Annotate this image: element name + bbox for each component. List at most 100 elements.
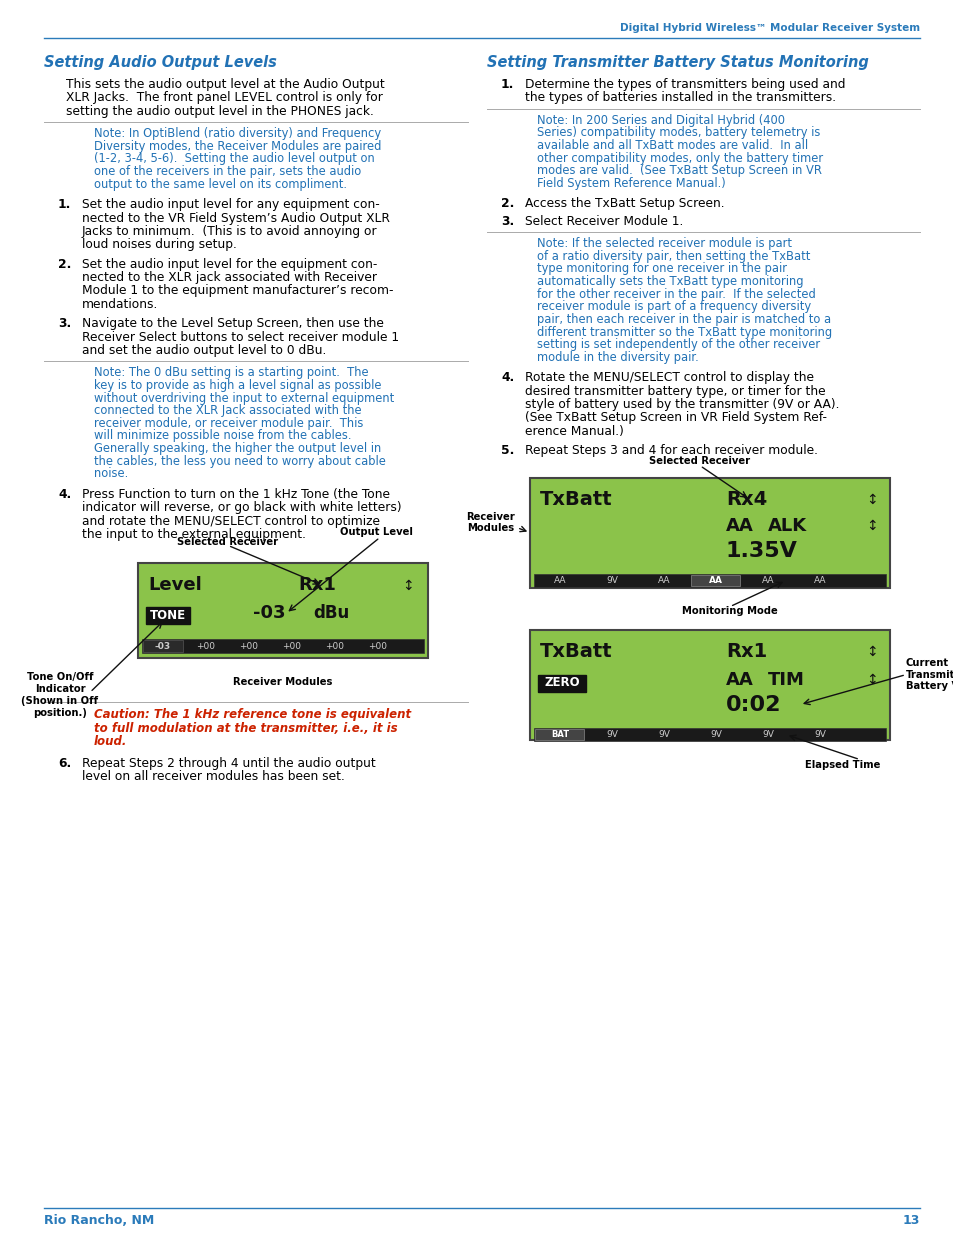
Text: This sets the audio output level at the Audio Output: This sets the audio output level at the … [66, 78, 384, 91]
Text: Level: Level [148, 577, 201, 594]
Text: Repeat Steps 3 and 4 for each receiver module.: Repeat Steps 3 and 4 for each receiver m… [524, 445, 817, 457]
Text: will minimize possible noise from the cables.: will minimize possible noise from the ca… [94, 430, 351, 442]
Text: loud noises during setup.: loud noises during setup. [82, 238, 236, 252]
Text: AA: AA [553, 576, 566, 585]
Text: different transmitter so the TxBatt type monitoring: different transmitter so the TxBatt type… [537, 326, 831, 338]
Text: 9V: 9V [709, 730, 721, 739]
Text: automatically sets the TxBatt type monitoring: automatically sets the TxBatt type monit… [537, 275, 802, 288]
Bar [530, 478, 889, 588]
Text: Module 1 to the equipment manufacturer’s recom-: Module 1 to the equipment manufacturer’s… [82, 284, 393, 298]
Text: the types of batteries installed in the transmitters.: the types of batteries installed in the … [524, 91, 835, 105]
Text: module in the diversity pair.: module in the diversity pair. [537, 351, 698, 364]
Text: ↕: ↕ [402, 578, 414, 593]
Text: the cables, the less you need to worry about cable: the cables, the less you need to worry a… [94, 454, 385, 468]
Text: position.): position.) [33, 709, 87, 719]
Text: 6.: 6. [58, 757, 71, 769]
Text: TxBatt: TxBatt [539, 642, 612, 661]
Text: nected to the VR Field System’s Audio Output XLR: nected to the VR Field System’s Audio Ou… [82, 211, 390, 225]
Text: ↕: ↕ [865, 519, 877, 532]
Text: (1-2, 3-4, 5-6).  Setting the audio level output on: (1-2, 3-4, 5-6). Setting the audio level… [94, 152, 375, 165]
Text: available and all TxBatt modes are valid.  In all: available and all TxBatt modes are valid… [537, 140, 807, 152]
Text: the input to the external equipment.: the input to the external equipment. [82, 529, 306, 541]
Text: 1.: 1. [500, 78, 514, 91]
Text: level on all receiver modules has been set.: level on all receiver modules has been s… [82, 771, 345, 783]
Text: 2.: 2. [500, 198, 514, 210]
Text: connected to the XLR Jack associated with the: connected to the XLR Jack associated wit… [94, 404, 361, 417]
Text: Rx1: Rx1 [725, 642, 766, 661]
Text: Setting Audio Output Levels: Setting Audio Output Levels [44, 54, 276, 69]
Text: Set the audio input level for any equipment con-: Set the audio input level for any equipm… [82, 198, 379, 211]
Text: receiver module is part of a frequency diversity: receiver module is part of a frequency d… [537, 300, 810, 314]
Text: BAT: BAT [551, 730, 569, 739]
Text: (See TxBatt Setup Screen in VR Field System Ref-: (See TxBatt Setup Screen in VR Field Sys… [524, 411, 826, 425]
Text: dBu: dBu [313, 604, 349, 622]
Text: Note: The 0 dBu setting is a starting point.  The: Note: The 0 dBu setting is a starting po… [94, 367, 368, 379]
Bar [534, 573, 885, 587]
Text: Press Function to turn on the 1 kHz Tone (the Tone: Press Function to turn on the 1 kHz Tone… [82, 488, 390, 501]
Text: ↕: ↕ [865, 673, 877, 687]
Bar [146, 608, 190, 625]
Text: indicator will reverse, or go black with white letters): indicator will reverse, or go black with… [82, 501, 401, 514]
Text: Field System Reference Manual.): Field System Reference Manual.) [537, 177, 725, 190]
Text: AA: AA [708, 576, 722, 585]
Text: for the other receiver in the pair.  If the selected: for the other receiver in the pair. If t… [537, 288, 815, 300]
Text: 2.: 2. [58, 258, 71, 270]
Text: ZERO: ZERO [543, 676, 579, 689]
Text: and set the audio output level to 0 dBu.: and set the audio output level to 0 dBu. [82, 345, 326, 357]
Bar [143, 641, 183, 652]
Text: type monitoring for one receiver in the pair: type monitoring for one receiver in the … [537, 262, 786, 275]
Text: and rotate the MENU/SELECT control to optimize: and rotate the MENU/SELECT control to op… [82, 515, 379, 527]
Text: Rx4: Rx4 [725, 490, 766, 509]
Text: 4.: 4. [500, 372, 514, 384]
Text: Navigate to the Level Setup Screen, then use the: Navigate to the Level Setup Screen, then… [82, 317, 383, 330]
Text: receiver module, or receiver module pair.  This: receiver module, or receiver module pair… [94, 416, 363, 430]
Text: Access the TxBatt Setup Screen.: Access the TxBatt Setup Screen. [524, 198, 724, 210]
Text: Rio Rancho, NM: Rio Rancho, NM [44, 1214, 154, 1226]
Text: TIM: TIM [767, 671, 804, 689]
Text: Receiver
Modules: Receiver Modules [466, 511, 515, 534]
Text: Set the audio input level for the equipment con-: Set the audio input level for the equipm… [82, 258, 377, 270]
Text: setting is set independently of the other receiver: setting is set independently of the othe… [537, 338, 820, 351]
Bar [690, 574, 740, 585]
Text: +00: +00 [239, 642, 258, 651]
Text: Tone On/Off: Tone On/Off [27, 672, 93, 683]
Text: AA: AA [725, 516, 753, 535]
Bar [534, 727, 885, 741]
Text: 13: 13 [902, 1214, 919, 1226]
Text: ALK: ALK [767, 516, 806, 535]
Text: Note: If the selected receiver module is part: Note: If the selected receiver module is… [537, 237, 791, 251]
Text: noise.: noise. [94, 467, 128, 480]
Text: Rx1: Rx1 [297, 577, 335, 594]
Text: 3.: 3. [58, 317, 71, 330]
Bar [535, 729, 583, 740]
Text: 5.: 5. [500, 445, 514, 457]
Text: 0:02: 0:02 [725, 694, 781, 715]
Text: 9V: 9V [761, 730, 773, 739]
Text: +00: +00 [282, 642, 301, 651]
Text: 4.: 4. [58, 488, 71, 501]
Text: ↕: ↕ [865, 493, 877, 506]
Text: mendations.: mendations. [82, 298, 158, 311]
Text: 1.: 1. [58, 198, 71, 211]
Text: +00: +00 [325, 642, 344, 651]
Text: 9V: 9V [813, 730, 825, 739]
Text: Receiver Select buttons to select receiver module 1: Receiver Select buttons to select receiv… [82, 331, 398, 343]
Text: XLR Jacks.  The front panel LEVEL control is only for: XLR Jacks. The front panel LEVEL control… [66, 91, 382, 105]
Text: 9V: 9V [605, 730, 618, 739]
Text: Series) compatibility modes, battery telemetry is: Series) compatibility modes, battery tel… [537, 126, 820, 140]
Text: style of battery used by the transmitter (9V or AA).: style of battery used by the transmitter… [524, 398, 839, 411]
Text: -03: -03 [154, 642, 171, 651]
Text: AA: AA [725, 671, 753, 689]
Text: 9V: 9V [658, 730, 669, 739]
Text: to full modulation at the transmitter, i.e., it is: to full modulation at the transmitter, i… [94, 722, 397, 735]
Text: TxBatt: TxBatt [539, 490, 612, 509]
Text: Elapsed Time: Elapsed Time [803, 760, 879, 769]
Text: Generally speaking, the higher the output level in: Generally speaking, the higher the outpu… [94, 442, 381, 454]
Text: Jacks to minimum.  (This is to avoid annoying or: Jacks to minimum. (This is to avoid anno… [82, 225, 377, 238]
Text: nected to the XLR jack associated with Receiver: nected to the XLR jack associated with R… [82, 272, 376, 284]
Text: Rotate the MENU/SELECT control to display the: Rotate the MENU/SELECT control to displa… [524, 372, 813, 384]
Text: +00: +00 [196, 642, 215, 651]
Text: one of the receivers in the pair, sets the audio: one of the receivers in the pair, sets t… [94, 165, 361, 178]
Bar [142, 640, 423, 653]
Bar [138, 563, 428, 658]
